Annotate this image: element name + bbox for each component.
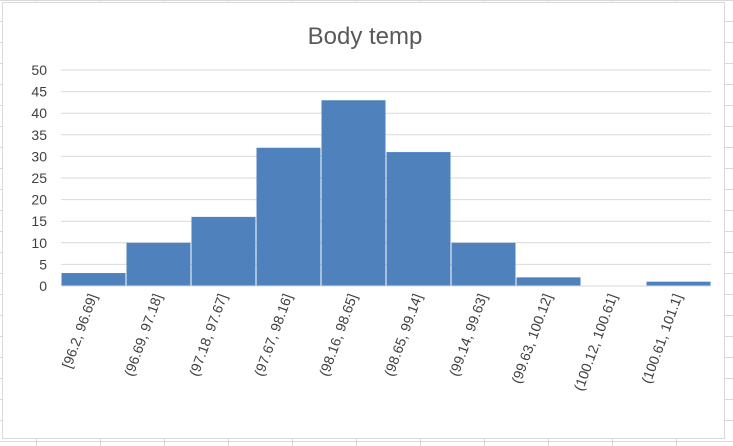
y-tick-label: 20 <box>31 192 47 208</box>
x-tick-label: (99.14, 99.63] <box>446 292 491 379</box>
x-tick-label: (98.16, 98.65] <box>316 292 361 379</box>
histogram-bar <box>126 242 191 286</box>
y-tick-label: 25 <box>31 170 47 186</box>
x-tick-label: (100.12, 100.61] <box>570 292 620 393</box>
histogram-bar <box>386 152 451 286</box>
histogram-bar <box>646 281 711 286</box>
x-tick-label: (97.18, 97.67] <box>186 292 231 379</box>
y-tick-label: 50 <box>31 62 47 78</box>
histogram-bar <box>321 100 386 287</box>
histogram-bar <box>256 147 321 286</box>
histogram-bars <box>61 100 711 287</box>
y-tick-label: 45 <box>31 84 47 100</box>
x-tick-label: (99.63, 100.12] <box>508 292 555 386</box>
histogram-bar <box>516 277 581 286</box>
x-tick-label: (97.67, 98.16] <box>251 292 296 379</box>
chart-title: Body temp <box>308 23 423 50</box>
histogram-bar <box>451 242 516 286</box>
y-axis-tick-labels: 0 5 10 15 20 25 30 35 40 45 50 <box>31 62 47 294</box>
x-tick-label: [96.2, 96.69] <box>59 292 101 371</box>
x-tick-label: (98.65, 99.14] <box>381 292 426 379</box>
histogram-bar <box>61 273 126 286</box>
y-gridlines <box>61 69 711 265</box>
y-tick-label: 10 <box>31 235 47 251</box>
y-tick-label: 0 <box>39 278 47 294</box>
x-axis-tick-labels: [96.2, 96.69] (96.69, 97.18] (97.18, 97.67… <box>59 292 686 393</box>
y-tick-label: 30 <box>31 148 47 164</box>
y-tick-label: 5 <box>39 256 47 272</box>
x-tick-label: (100.61, 101.1] <box>638 292 685 386</box>
y-tick-label: 40 <box>31 105 47 121</box>
histogram-bar <box>191 216 256 286</box>
y-tick-label: 15 <box>31 213 47 229</box>
x-tick-label: (96.69, 97.18] <box>121 292 166 379</box>
y-tick-label: 35 <box>31 127 47 143</box>
